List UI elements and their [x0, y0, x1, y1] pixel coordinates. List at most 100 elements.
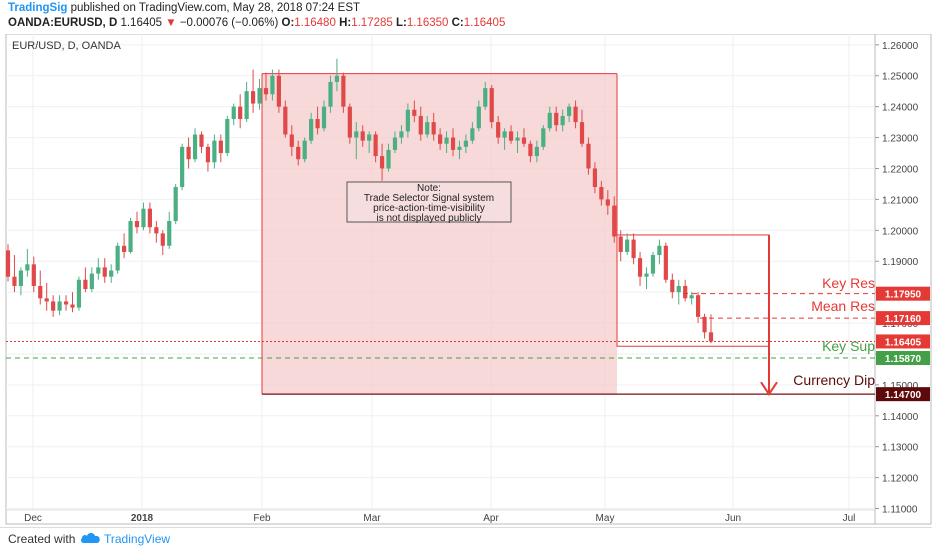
price-label-text: 1.17160	[885, 314, 922, 325]
created-with-text: Created with	[8, 532, 76, 546]
price-label-bg	[876, 311, 930, 326]
candle-body	[302, 140, 307, 160]
candle-body	[96, 267, 101, 274]
chart-title: EUR/USD, D, OANDA	[12, 40, 121, 52]
candle-body	[457, 146, 462, 150]
candle-body	[399, 131, 404, 138]
down-arrow-head	[760, 381, 778, 396]
y-tick-label: 1.19000	[882, 257, 919, 268]
candle-body	[431, 122, 436, 135]
candle-body	[160, 233, 165, 246]
note-box: Note: Trade Selector Signal system price…	[346, 181, 512, 224]
x-axis-ticks: Dec 2018 Feb Mar Apr May Jun Jul	[6, 509, 875, 524]
candle-body	[192, 134, 198, 160]
note-line-2: Trade Selector Signal system	[364, 193, 494, 204]
candle-body	[476, 106, 481, 129]
candle-body	[44, 298, 49, 302]
candle-body	[354, 131, 359, 138]
candle-body	[283, 106, 288, 135]
candle-body	[83, 279, 88, 290]
candle-body	[567, 106, 572, 116]
candle-body	[360, 131, 365, 141]
candle-body	[541, 128, 546, 147]
candle-body	[270, 75, 275, 95]
note-line-3: price-action-time-visibility	[373, 203, 485, 214]
candle-body	[347, 106, 352, 138]
candle-body	[579, 122, 585, 144]
candle-body	[199, 134, 204, 147]
candle-body	[618, 236, 623, 252]
candle-body	[31, 264, 36, 286]
candle-body	[109, 270, 114, 277]
candle-series	[5, 58, 714, 344]
candle-body	[141, 208, 146, 228]
candle-body	[289, 134, 294, 147]
sideways-range-zone	[262, 73, 617, 395]
candle-body	[708, 332, 714, 342]
candle-body	[154, 227, 159, 234]
y-tick-label: 1.12000	[882, 474, 919, 485]
candle-body	[644, 273, 649, 277]
candle-body	[586, 143, 591, 169]
candle-body	[367, 134, 372, 141]
candle-body	[180, 146, 185, 188]
candle-body	[38, 285, 43, 299]
ohlc-line: OANDA:EURUSD, D 1.16405 ▼ −0.00076 (−0.0…	[8, 17, 505, 29]
y-tick-label: 1.25000	[882, 72, 919, 83]
x-tick-label: Jul	[843, 513, 856, 524]
candle-body	[508, 131, 514, 141]
author-link[interactable]: TradingSig	[8, 2, 68, 14]
price-label-text: 1.16405	[885, 337, 922, 348]
candle-body	[515, 137, 520, 141]
candle-body	[341, 75, 346, 107]
candle-body	[212, 140, 217, 163]
candle-body	[592, 168, 598, 188]
last-price: 1.16405	[120, 17, 163, 29]
key-res-label: Key Res	[822, 275, 875, 291]
chart-header: TradingSig published on TradingView.com,…	[6, 0, 926, 34]
y-tick-label: 1.15000	[882, 381, 919, 392]
candle-body	[18, 270, 23, 286]
price-label-text: 1.14700	[885, 390, 922, 401]
candle-body	[450, 137, 456, 150]
tradingview-cloud-icon	[80, 531, 102, 548]
key-sup-label: Key Sup	[822, 338, 875, 354]
candle-body	[696, 295, 701, 317]
candle-body	[463, 140, 469, 147]
candle-body	[231, 106, 236, 120]
note-line-1: Note:	[417, 183, 441, 194]
candle-body	[57, 301, 62, 311]
x-tick-label: Jun	[725, 513, 741, 524]
candle-body	[483, 88, 488, 107]
candle-body	[605, 199, 610, 206]
level-lines	[6, 234, 875, 396]
publish-info: TradingSig published on TradingView.com,…	[8, 2, 360, 14]
candle-body	[128, 221, 133, 252]
x-tick-label: May	[596, 513, 615, 524]
price-chart[interactable]: EUR/USD, D, OANDA Note: Trade Selector S…	[0, 34, 932, 526]
x-tick-label: Feb	[253, 513, 271, 524]
candle-body	[147, 208, 152, 228]
candle-body	[496, 122, 501, 138]
price-change: −0.00076 (−0.06%)	[179, 17, 279, 29]
candle-body	[334, 75, 340, 82]
candle-body	[250, 91, 256, 104]
down-arrow-icon: ▼	[165, 17, 177, 29]
candle-body	[689, 295, 694, 299]
candle-body	[444, 137, 449, 144]
candle-body	[386, 149, 391, 169]
tradingview-link[interactable]: TradingView	[104, 532, 171, 546]
candle-body	[89, 273, 94, 290]
y-axis-ticks: 1.26000 1.25000 1.24000 1.23000 1.22000 1.210…	[875, 41, 919, 516]
symbol-name: OANDA:EURUSD, D	[8, 17, 118, 29]
price-label-bg	[876, 286, 930, 301]
candle-body	[470, 128, 475, 141]
candle-body	[528, 143, 533, 157]
x-tick-label: Apr	[483, 513, 499, 524]
price-labels: 1.17950 1.17160 1.16405 1.15870 1.14700	[876, 286, 930, 402]
price-label-bg	[876, 350, 930, 365]
open-label: O:	[281, 17, 295, 29]
high-value: 1.17285	[351, 17, 393, 29]
candle-body	[315, 119, 320, 129]
price-axis[interactable]	[874, 34, 932, 525]
